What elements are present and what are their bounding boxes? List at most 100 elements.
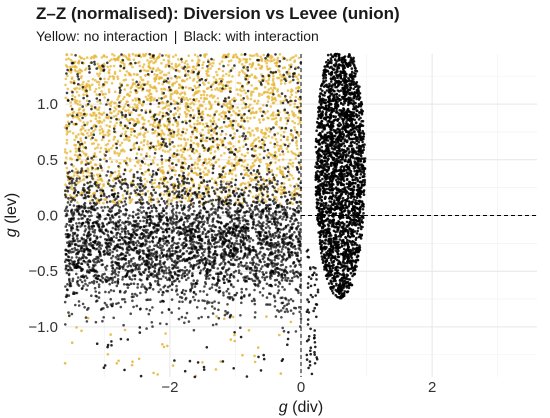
point-no-interaction	[293, 128, 297, 132]
point-no-interaction	[125, 100, 128, 103]
point-no-interaction	[167, 59, 170, 62]
point-no-interaction	[116, 152, 119, 155]
point-no-interaction	[212, 131, 216, 134]
point-with-interaction	[208, 224, 211, 227]
point-with-interaction	[298, 310, 302, 314]
point-with-interaction	[193, 221, 196, 224]
point-no-interaction	[156, 67, 160, 70]
point-with-interaction	[274, 210, 277, 213]
point-no-interaction	[258, 153, 262, 156]
point-no-interaction	[275, 140, 279, 144]
point-no-interaction	[77, 180, 80, 184]
point-no-interaction	[113, 124, 117, 127]
point-no-interaction	[119, 143, 122, 147]
point-with-interaction	[129, 312, 132, 316]
point-no-interaction	[146, 180, 149, 183]
point-no-interaction	[84, 129, 87, 132]
point-no-interaction	[193, 53, 197, 57]
point-no-interaction	[149, 99, 152, 103]
point-no-interaction	[226, 53, 229, 57]
point-no-interaction	[238, 71, 241, 74]
point-with-interaction	[78, 177, 81, 180]
point-no-interaction	[103, 96, 106, 99]
point-with-interaction	[239, 246, 243, 250]
point-no-interaction	[82, 109, 85, 112]
point-with-interaction	[196, 216, 199, 220]
point-no-interaction	[281, 188, 285, 192]
point-no-interaction	[265, 128, 269, 132]
point-with-interaction	[83, 201, 87, 205]
point-with-interaction	[151, 265, 155, 268]
point-no-interaction	[153, 129, 157, 133]
point-with-interaction	[275, 231, 279, 234]
point-with-interaction	[76, 228, 80, 232]
point-with-interaction	[106, 305, 109, 309]
point-no-interaction	[221, 140, 224, 143]
point-no-interaction	[137, 161, 140, 165]
point-no-interaction	[272, 195, 276, 199]
point-no-interaction	[222, 54, 225, 57]
point-no-interaction	[292, 55, 295, 59]
point-with-interaction	[281, 326, 285, 330]
point-no-interaction	[124, 78, 128, 81]
point-with-interaction	[288, 201, 292, 205]
point-with-interaction	[136, 201, 139, 204]
point-no-interaction	[130, 111, 133, 114]
point-no-interaction	[213, 150, 217, 153]
point-no-interaction	[180, 153, 184, 157]
point-no-interaction	[229, 86, 232, 90]
point-no-interaction	[231, 315, 235, 319]
point-with-interaction	[236, 198, 240, 202]
point-no-interaction	[246, 120, 250, 123]
point-with-interaction	[283, 310, 287, 314]
point-with-interaction	[162, 285, 165, 289]
point-no-interaction	[212, 120, 216, 124]
point-no-interaction	[92, 114, 95, 117]
point-with-interaction	[269, 198, 272, 201]
point-no-interaction	[121, 194, 125, 197]
point-no-interaction	[170, 77, 173, 80]
point-with-interaction	[253, 316, 257, 319]
point-no-interaction	[194, 67, 197, 71]
point-with-interaction	[285, 307, 289, 311]
point-no-interaction	[258, 94, 261, 97]
point-no-interaction	[205, 97, 209, 100]
point-no-interaction	[248, 131, 251, 134]
point-with-interaction	[157, 277, 161, 281]
point-no-interaction	[150, 60, 153, 63]
point-with-interaction	[84, 282, 87, 286]
point-no-interaction	[208, 114, 212, 118]
point-with-interaction	[125, 182, 128, 186]
point-no-interaction	[207, 157, 211, 161]
point-no-interaction	[232, 127, 235, 131]
point-with-interaction	[267, 210, 271, 213]
point-no-interaction	[78, 107, 82, 110]
point-no-interaction	[274, 137, 278, 141]
point-no-interaction	[297, 122, 300, 126]
point-with-interaction	[204, 187, 208, 191]
point-no-interaction	[190, 125, 193, 129]
point-with-interaction	[111, 278, 114, 282]
series-no-interaction	[63, 52, 303, 378]
point-with-interaction	[119, 232, 122, 236]
point-no-interaction	[102, 111, 106, 115]
point-with-interaction	[151, 325, 154, 328]
point-with-interaction	[279, 309, 283, 312]
point-no-interaction	[207, 170, 211, 174]
point-no-interaction	[100, 138, 104, 142]
point-no-interaction	[120, 116, 124, 119]
point-with-interaction	[64, 264, 68, 268]
point-with-interaction	[207, 190, 210, 194]
point-no-interaction	[120, 150, 123, 153]
point-with-interaction	[93, 228, 97, 232]
point-no-interaction	[145, 69, 148, 73]
point-no-interaction	[249, 165, 253, 168]
point-no-interaction	[116, 140, 120, 144]
point-with-interaction	[261, 257, 265, 261]
point-no-interaction	[107, 139, 111, 142]
point-no-interaction	[192, 163, 196, 166]
point-with-interaction	[78, 249, 82, 252]
point-no-interaction	[176, 130, 180, 133]
point-with-interaction	[86, 284, 89, 287]
point-with-interaction	[218, 238, 222, 242]
